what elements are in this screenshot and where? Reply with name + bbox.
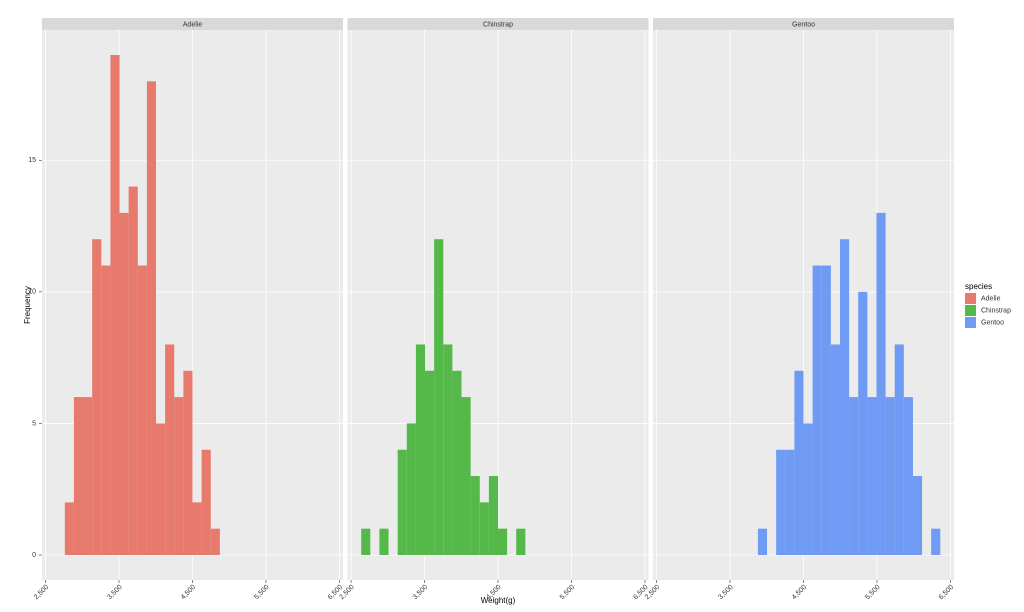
histogram-bar xyxy=(146,81,157,555)
x-axis-title: Weight(g) xyxy=(481,596,516,605)
histogram-bar xyxy=(165,344,175,555)
histogram-bar xyxy=(885,397,895,555)
y-tick-label: 0 xyxy=(32,552,36,559)
histogram-bar xyxy=(119,212,129,556)
histogram-bar xyxy=(498,528,508,555)
legend-title: species xyxy=(965,282,992,291)
histogram-bar xyxy=(794,370,804,555)
histogram-bar xyxy=(876,212,886,556)
facet-strip xyxy=(347,18,649,30)
histogram-bar xyxy=(201,449,211,555)
x-tick-label: 3,500 xyxy=(412,584,429,601)
legend-key xyxy=(965,305,976,316)
x-tick-label: 3,500 xyxy=(106,584,123,601)
histogram-bar xyxy=(470,476,480,555)
histogram-bar xyxy=(192,502,202,555)
histogram-bar xyxy=(92,239,102,556)
x-tick-label: 5,500 xyxy=(559,584,576,601)
histogram-bar xyxy=(128,186,138,555)
x-tick-label: 5,500 xyxy=(253,584,270,601)
x-tick-label: 5,500 xyxy=(864,584,881,601)
y-axis-title: Frequency xyxy=(23,286,32,324)
histogram-bar xyxy=(912,476,923,555)
histogram-bar xyxy=(803,423,813,555)
y-tick-label: 15 xyxy=(28,157,36,164)
histogram-bar xyxy=(434,239,444,556)
histogram-bar xyxy=(776,449,786,555)
histogram-bar xyxy=(443,344,453,555)
histogram-bar xyxy=(461,397,471,555)
histogram-bar xyxy=(379,528,389,555)
histogram-bar xyxy=(849,397,859,555)
histogram-bar xyxy=(479,502,489,555)
histogram-bar xyxy=(183,370,193,555)
histogram-bar xyxy=(488,476,498,555)
histogram-bar xyxy=(867,397,877,555)
histogram-bar xyxy=(839,239,850,556)
histogram-bar xyxy=(406,423,416,555)
histogram-bar xyxy=(785,449,795,555)
facet-label: Gentoo xyxy=(792,21,815,28)
legend-label: Chinstrap xyxy=(981,307,1011,314)
histogram-bar xyxy=(452,370,462,555)
x-tick-label: 4,500 xyxy=(180,584,197,601)
histogram-bar xyxy=(174,397,184,555)
histogram-bar xyxy=(931,528,941,555)
histogram-bar xyxy=(830,344,840,555)
histogram-bar xyxy=(812,265,822,555)
histogram-bar xyxy=(73,397,84,555)
histogram-bar xyxy=(903,397,913,555)
facet-label: Chinstrap xyxy=(483,21,513,28)
histogram-bar xyxy=(397,449,407,555)
x-tick-label: 4,500 xyxy=(791,584,808,601)
histogram-bar xyxy=(821,265,831,555)
histogram-bar xyxy=(210,528,220,555)
x-tick-label: 3,500 xyxy=(717,584,734,601)
y-tick-label: 5 xyxy=(32,420,36,427)
legend-label: Adelie xyxy=(981,295,1001,302)
histogram-bar xyxy=(858,291,868,555)
histogram-bar xyxy=(415,344,426,555)
x-tick-label: 2,500 xyxy=(33,584,50,601)
y-tick-label: 10 xyxy=(28,289,36,296)
facet-label: Adelie xyxy=(183,21,203,28)
histogram-bar xyxy=(110,55,120,555)
histogram-bar xyxy=(425,370,435,555)
histogram-bar xyxy=(64,502,74,555)
histogram-bar xyxy=(361,528,371,555)
histogram-bar xyxy=(83,397,93,555)
facet-strip xyxy=(42,18,343,30)
facet-strip xyxy=(653,18,954,30)
legend-key xyxy=(965,293,976,304)
histogram-bar xyxy=(894,344,904,555)
histogram-bar xyxy=(101,265,111,555)
legend-label: Gentoo xyxy=(981,319,1004,326)
legend-key xyxy=(965,317,976,328)
histogram-bar xyxy=(516,528,526,555)
histogram-bar xyxy=(156,423,166,555)
histogram-bar xyxy=(137,265,147,555)
x-tick-label: 6,500 xyxy=(938,584,955,601)
histogram-bar xyxy=(757,528,768,555)
